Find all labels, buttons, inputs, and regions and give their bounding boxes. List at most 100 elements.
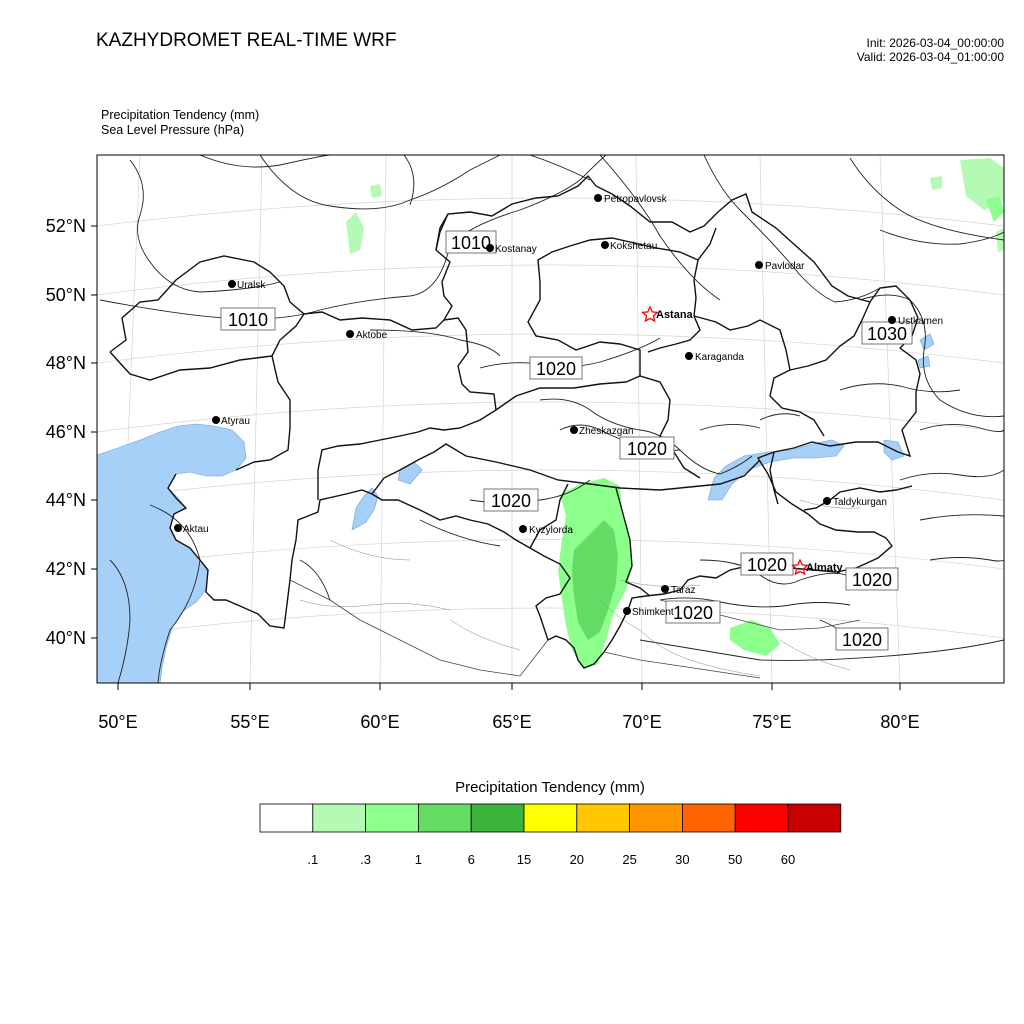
lon-label: 65°E [492, 712, 531, 732]
svg-text:Kokshetau: Kokshetau [610, 241, 657, 252]
lat-label: 52°N [46, 216, 86, 236]
city-marker: Taldykurgan [823, 497, 887, 508]
field-label-precip: Precipitation Tendency (mm) [101, 108, 260, 122]
valid-time: Valid: 2026-03-04_01:00:00 [856, 50, 1004, 64]
svg-text:1030: 1030 [867, 324, 907, 344]
city-marker: Kyzylorda [519, 525, 573, 536]
lat-label: 44°N [46, 490, 86, 510]
lon-label: 55°E [230, 712, 269, 732]
map-frame [96, 154, 1005, 684]
svg-text:Atyrau: Atyrau [221, 416, 250, 427]
svg-text:Pavlodar: Pavlodar [765, 261, 805, 272]
isobar-label: 1020 [665, 600, 721, 624]
city-marker-capital: Almaty [791, 558, 844, 576]
lat-label: 42°N [46, 559, 86, 579]
svg-text:Kostanay: Kostanay [495, 244, 537, 255]
svg-text:Shimkent: Shimkent [632, 607, 674, 618]
city-markers: Petropavlovsk Kostanay Kokshetau Pavloda… [174, 194, 943, 618]
svg-text:1020: 1020 [536, 359, 576, 379]
water-bodies [97, 333, 935, 683]
city-marker-capital: Astana [641, 305, 694, 323]
svg-text:1020: 1020 [673, 603, 713, 623]
svg-text:1020: 1020 [852, 570, 892, 590]
colorbar-label: .3 [360, 852, 371, 867]
svg-text:1020: 1020 [747, 555, 787, 575]
svg-text:Uralsk: Uralsk [237, 280, 266, 291]
lat-label: 48°N [46, 353, 86, 373]
aral-sea [351, 487, 379, 531]
svg-text:Aktobe: Aktobe [356, 330, 388, 341]
map-layers [97, 155, 1004, 683]
precipitation-field [346, 158, 1004, 668]
city-marker: Karaganda [685, 352, 744, 363]
run-times: Init: 2026-03-04_00:00:00 Valid: 2026-03… [857, 36, 1004, 64]
longitude-labels: 50°E 55°E 60°E 65°E 70°E 75°E 80°E [98, 712, 919, 732]
colorbar-label: 15 [517, 852, 531, 867]
colorbar-swatch [312, 803, 366, 833]
colorbar-label: 50 [728, 852, 742, 867]
isobar-label: 1020 [845, 567, 899, 591]
colorbar-label: 20 [570, 852, 584, 867]
city-marker: Taraz [661, 585, 695, 596]
lon-label: 60°E [360, 712, 399, 732]
admin-boundaries [109, 174, 921, 669]
svg-text:Almaty: Almaty [806, 562, 844, 574]
city-marker: Zheskazgan [570, 426, 633, 437]
colorbar-swatch [787, 803, 842, 833]
lon-label: 80°E [880, 712, 919, 732]
colorbar-swatch [523, 803, 578, 833]
colorbar-label: 25 [622, 852, 636, 867]
colorbar-label: 1 [415, 852, 422, 867]
lat-label: 40°N [46, 628, 86, 648]
svg-text:1020: 1020 [627, 439, 667, 459]
city-marker: Ustkamen [888, 316, 943, 327]
colorbar-swatch [417, 803, 472, 833]
city-marker: Petropavlovsk [594, 194, 668, 205]
svg-text:Aktau: Aktau [183, 524, 209, 535]
svg-text:Karaganda: Karaganda [695, 352, 744, 363]
isobar-label: 1020 [740, 552, 794, 576]
caspian-sea [97, 423, 247, 683]
colorbar-title: Precipitation Tendency (mm) [455, 779, 645, 796]
svg-text:1020: 1020 [491, 491, 531, 511]
svg-text:Zheskazgan: Zheskazgan [579, 426, 633, 437]
isobar-label: 1020 [483, 488, 539, 512]
colorbar-label: 6 [468, 852, 475, 867]
isobar-label: 1030 [861, 321, 913, 345]
colorbar-swatch [365, 803, 419, 833]
city-marker: Uralsk [228, 280, 266, 291]
latitude-labels: 52°N 50°N 48°N 46°N 44°N 42°N 40°N [46, 216, 86, 648]
field-label-slp: Sea Level Pressure (hPa) [101, 123, 245, 137]
colorbar-swatch [470, 803, 525, 833]
colorbar-swatch [259, 803, 314, 833]
svg-text:Astana: Astana [656, 309, 694, 321]
svg-text:1010: 1010 [228, 310, 268, 330]
city-marker: Shimkent [623, 607, 674, 618]
zaysan-lake [919, 333, 935, 351]
lon-label: 75°E [752, 712, 791, 732]
terrain-contours [299, 499, 861, 677]
init-time: Init: 2026-03-04_00:00:00 [866, 36, 1004, 50]
city-marker: Aktau [174, 524, 209, 535]
colorbar-swatch [576, 803, 630, 833]
city-marker: Kostanay [486, 244, 537, 255]
lon-label: 50°E [98, 712, 137, 732]
isobar-label: 1020 [619, 436, 675, 460]
colorbar-swatch [629, 803, 683, 833]
city-marker: Atyrau [212, 416, 250, 427]
city-marker: Kokshetau [601, 241, 657, 252]
isobar-label: 1020 [529, 356, 583, 380]
isobar-label: 1010 [445, 230, 497, 254]
svg-text:Petropavlovsk: Petropavlovsk [604, 194, 668, 205]
lon-label: 70°E [622, 712, 661, 732]
colorbar-label: 30 [675, 852, 689, 867]
svg-text:Ustkamen: Ustkamen [898, 316, 943, 327]
colorbar-label: .1 [307, 852, 318, 867]
graticule [97, 155, 1004, 683]
lake-balkhash [707, 439, 845, 501]
svg-text:Taldykurgan: Taldykurgan [833, 497, 887, 508]
isobar-label: 1020 [835, 627, 889, 651]
svg-text:1020: 1020 [842, 630, 882, 650]
precip-colorbar: .1 .3 1 6 15 20 25 30 50 60 [259, 803, 842, 867]
